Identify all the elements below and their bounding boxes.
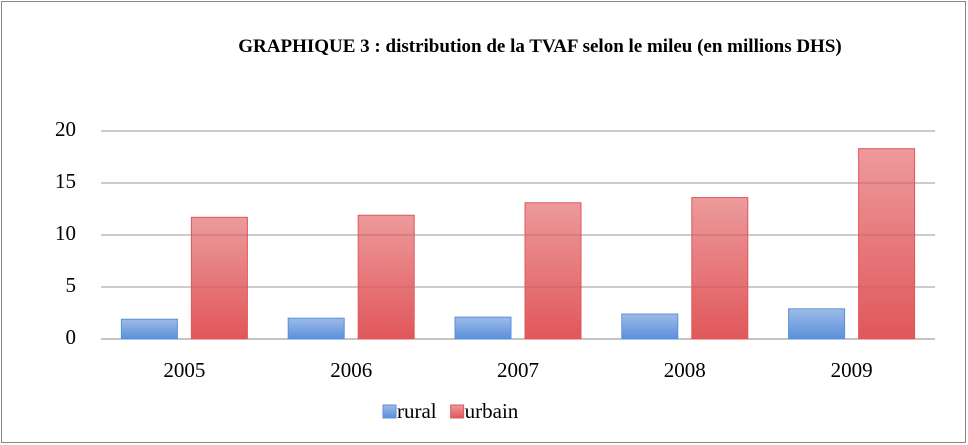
bar [357, 214, 415, 340]
x-tick-label: 2008 [664, 358, 706, 382]
chart-title: GRAPHIQUE 3 : distribution de la TVAF se… [238, 36, 842, 57]
y-tick-label: 20 [55, 117, 76, 141]
x-tick-label: 2007 [497, 358, 539, 382]
bar [190, 216, 248, 340]
x-tick-label: 2006 [330, 358, 372, 382]
legend-label: urbain [465, 399, 519, 423]
x-tick-label: 2009 [831, 358, 873, 382]
y-tick-label: 10 [55, 221, 76, 245]
y-tick-label: 0 [66, 325, 77, 349]
y-tick-label: 15 [55, 169, 76, 193]
bar [621, 313, 679, 340]
bars [120, 148, 916, 340]
bar [287, 317, 345, 340]
bar [858, 148, 916, 340]
bar [691, 197, 749, 340]
x-tick-label: 2005 [163, 358, 205, 382]
legend-swatch [382, 404, 397, 419]
legend-swatch [450, 404, 465, 419]
y-tick-label: 5 [66, 273, 77, 297]
bar [788, 308, 846, 340]
bar [524, 202, 582, 340]
bar [454, 316, 512, 340]
legend-label: rural [397, 399, 437, 423]
bar [120, 318, 178, 340]
